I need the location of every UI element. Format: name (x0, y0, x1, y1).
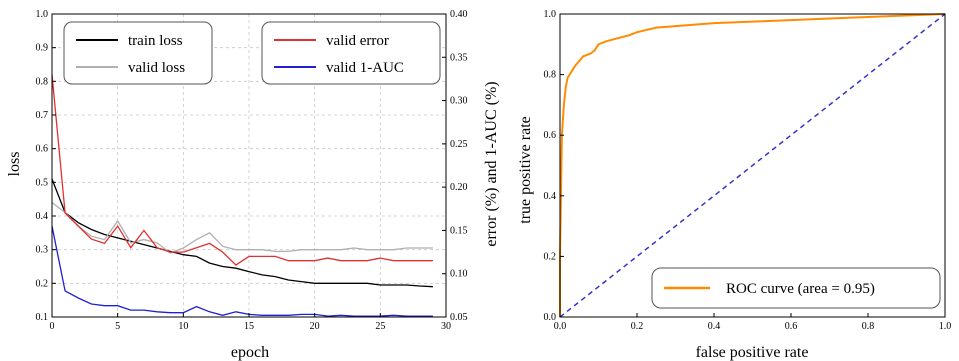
training-curves-chart: 0 5 10 15 20 25 30 0.1 0.2 0.3 0.4 0.5 0.6 0.7 0.8 0.9… (6, 9, 500, 361)
y2-tick-label: 0.35 (450, 52, 468, 63)
series-line-train-loss (51, 178, 433, 288)
x-tick-label: 0.0 (554, 321, 567, 332)
series-lines (559, 13, 946, 318)
series-line-valid-1-auc (51, 225, 433, 317)
y2-tick-label: 0.30 (450, 96, 468, 107)
legends: train loss valid loss valid error valid 1-A… (63, 21, 441, 85)
x-tick-label: 0.6 (785, 321, 798, 332)
legend-box (261, 21, 441, 85)
x-tick-label: 0.8 (862, 321, 875, 332)
legend-label: valid 1-AUC (326, 60, 404, 76)
x-tick-label: 10 (178, 321, 188, 332)
x-axis-label: false positive rate (696, 344, 809, 361)
y-tick-label: 0.2 (36, 278, 49, 289)
roc-curve-line (559, 13, 946, 317)
y2-axis-ticks: 0.05 0.10 0.15 0.20 0.25 0.30 0.35 0.40 (442, 9, 468, 323)
y-tick-label: 0.7 (36, 110, 49, 121)
y-tick-label: 0.9 (36, 43, 49, 54)
y-axis-ticks: 0.0 0.2 0.4 0.6 0.8 1.0 (544, 9, 564, 323)
y-tick-label: 0.6 (544, 130, 557, 141)
y2-tick-label: 0.05 (450, 312, 468, 323)
chance-diagonal-line (559, 13, 946, 318)
x-tick-label: 1.0 (939, 321, 952, 332)
y-axis-ticks: 0.1 0.2 0.3 0.4 0.5 0.6 0.7 0.8 0.9 1.0 (36, 9, 56, 323)
y-tick-label: 0.2 (544, 251, 557, 262)
y2-tick-label: 0.20 (450, 182, 468, 193)
x-tick-label: 15 (244, 321, 254, 332)
legend: ROC curve (area = 0.95) (651, 267, 941, 309)
x-tick-label: 5 (115, 321, 120, 332)
y-tick-label: 0.3 (36, 245, 49, 256)
x-axis-ticks: 0 5 10 15 20 25 30 (50, 313, 451, 332)
series-line-valid-loss (51, 201, 433, 254)
y-tick-label: 0.0 (544, 312, 557, 323)
y-tick-label: 1.0 (544, 9, 557, 20)
x-tick-label: 20 (310, 321, 320, 332)
y-tick-label: 0.6 (36, 144, 49, 155)
y-axis-label: loss (6, 152, 23, 177)
x-tick-label: 0.4 (708, 321, 721, 332)
x-tick-label: 25 (375, 321, 385, 332)
y-tick-label: 0.8 (36, 76, 49, 87)
series-line-valid-error (51, 74, 433, 266)
y2-tick-label: 0.40 (450, 9, 468, 20)
plot-frame (559, 13, 946, 318)
legend-label: valid error (326, 33, 389, 49)
y-tick-label: 1.0 (36, 9, 49, 20)
y-tick-label: 0.5 (36, 177, 49, 188)
y2-tick-label: 0.15 (450, 225, 468, 236)
legend-label: train loss (128, 33, 183, 49)
legend-box (651, 267, 941, 309)
y-tick-label: 0.1 (36, 312, 49, 323)
y-tick-label: 0.8 (544, 70, 557, 81)
x-tick-label: 0 (50, 321, 55, 332)
y-axis-label: true positive rate (517, 116, 534, 224)
legend-label: valid loss (128, 60, 185, 76)
x-axis-ticks: 0.0 0.2 0.4 0.6 0.8 1.0 (554, 313, 952, 332)
y2-tick-label: 0.25 (450, 139, 468, 150)
legend-box (63, 21, 213, 85)
x-tick-label: 0.2 (631, 321, 644, 332)
legend-label: ROC curve (area = 0.95) (726, 281, 875, 297)
y2-axis-label: error (%) and 1-AUC (%) (483, 81, 500, 246)
y-tick-label: 0.4 (36, 211, 49, 222)
x-tick-label: 30 (441, 321, 451, 332)
series-lines (51, 74, 433, 317)
y2-tick-label: 0.10 (450, 269, 468, 280)
roc-chart: 0.0 0.2 0.4 0.6 0.8 1.0 0.0 0.2 0.4 0.6 0.8 1.0 fa… (517, 9, 951, 361)
y-tick-label: 0.4 (544, 191, 557, 202)
x-axis-label: epoch (231, 344, 269, 361)
